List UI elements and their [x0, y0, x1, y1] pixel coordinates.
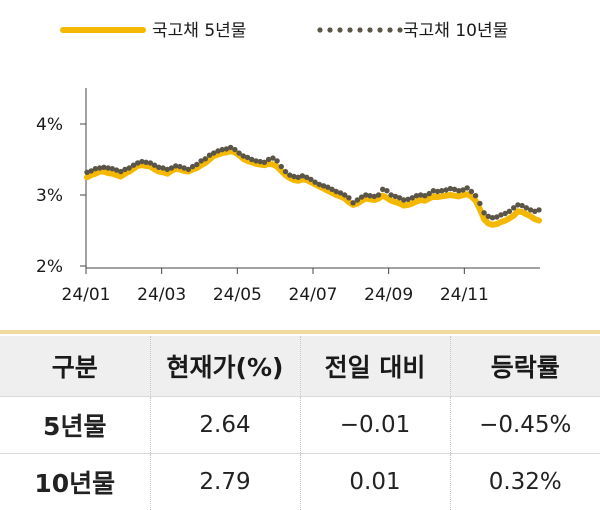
- table-top-border: [0, 330, 600, 334]
- change-rate-cell: −0.45%: [450, 397, 600, 454]
- series-point-10y: [194, 162, 199, 167]
- series-point-10y: [283, 169, 288, 174]
- legend-label-5y: 국고채 5년물: [152, 21, 246, 41]
- series-point-10y: [203, 156, 208, 161]
- table-header-row: 구분 현재가(%) 전일 대비 등락률: [0, 336, 600, 397]
- series-point-10y: [477, 201, 482, 206]
- x-tick-label: 24/03: [137, 285, 186, 305]
- series-line-5y: [87, 151, 539, 225]
- table-row: 5년물 2.64 −0.01 −0.45%: [0, 397, 600, 454]
- x-tick-labels: 24/01 24/03 24/05 24/07 24/09 24/11: [62, 268, 489, 305]
- series-point-10y: [507, 209, 512, 214]
- legend-dot: [317, 27, 322, 32]
- daily-change-cell: 0.01: [300, 454, 450, 510]
- legend-dot: [357, 27, 362, 32]
- x-tick-label: 24/05: [213, 285, 262, 305]
- legend-dot: [397, 27, 402, 32]
- x-tick-label: 24/01: [62, 285, 111, 305]
- daily-change-cell: −0.01: [300, 397, 450, 454]
- y-tick-label: 2%: [36, 257, 63, 277]
- series-point-10y: [384, 188, 389, 193]
- legend-label-10y: 국고채 10년물: [403, 21, 508, 41]
- y-tick-label: 4%: [36, 115, 63, 135]
- legend-dot: [337, 27, 342, 32]
- legend-dot: [347, 27, 352, 32]
- series-point-10y: [465, 185, 470, 190]
- series-point-10y: [279, 164, 284, 169]
- y-tick-label: 3%: [36, 186, 63, 206]
- series-point-10y: [376, 192, 381, 197]
- series-point-10y: [536, 207, 541, 212]
- legend-dot: [377, 27, 382, 32]
- legend-swatch-10y: [317, 27, 402, 32]
- chart-legend: 국고채 5년물 국고채 10년물: [63, 21, 508, 41]
- current-price-cell: 2.79: [150, 454, 300, 510]
- series-point-10y: [232, 147, 237, 152]
- header-change-rate: 등락률: [450, 336, 600, 397]
- legend-dot: [367, 27, 372, 32]
- current-price-cell: 2.64: [150, 397, 300, 454]
- row-label: 5년물: [0, 397, 150, 454]
- change-rate-cell: 0.32%: [450, 454, 600, 510]
- series-point-10y: [274, 158, 279, 163]
- header-current-price: 현재가(%): [150, 336, 300, 397]
- x-tick-label: 24/11: [440, 285, 489, 305]
- header-daily-change: 전일 대비: [300, 336, 450, 397]
- series-point-10y: [469, 189, 474, 194]
- series-point-10y: [346, 195, 351, 200]
- quote-table: 구분 현재가(%) 전일 대비 등락률 5년물 2.64 −0.01 −0.45…: [0, 336, 600, 510]
- x-tick-label: 24/07: [289, 285, 338, 305]
- header-category: 구분: [0, 336, 150, 397]
- row-label: 10년물: [0, 454, 150, 510]
- legend-dot: [387, 27, 392, 32]
- series-point-10y: [473, 193, 478, 198]
- table-row: 10년물 2.79 0.01 0.32%: [0, 454, 600, 510]
- quote-table-wrapper: 구분 현재가(%) 전일 대비 등락률 5년물 2.64 −0.01 −0.45…: [0, 330, 600, 504]
- legend-dot: [327, 27, 332, 32]
- series-point-10y: [481, 210, 486, 215]
- series-layer: [84, 145, 541, 225]
- x-tick-label: 24/09: [364, 285, 413, 305]
- y-tick-labels: 4% 3% 2%: [36, 115, 86, 277]
